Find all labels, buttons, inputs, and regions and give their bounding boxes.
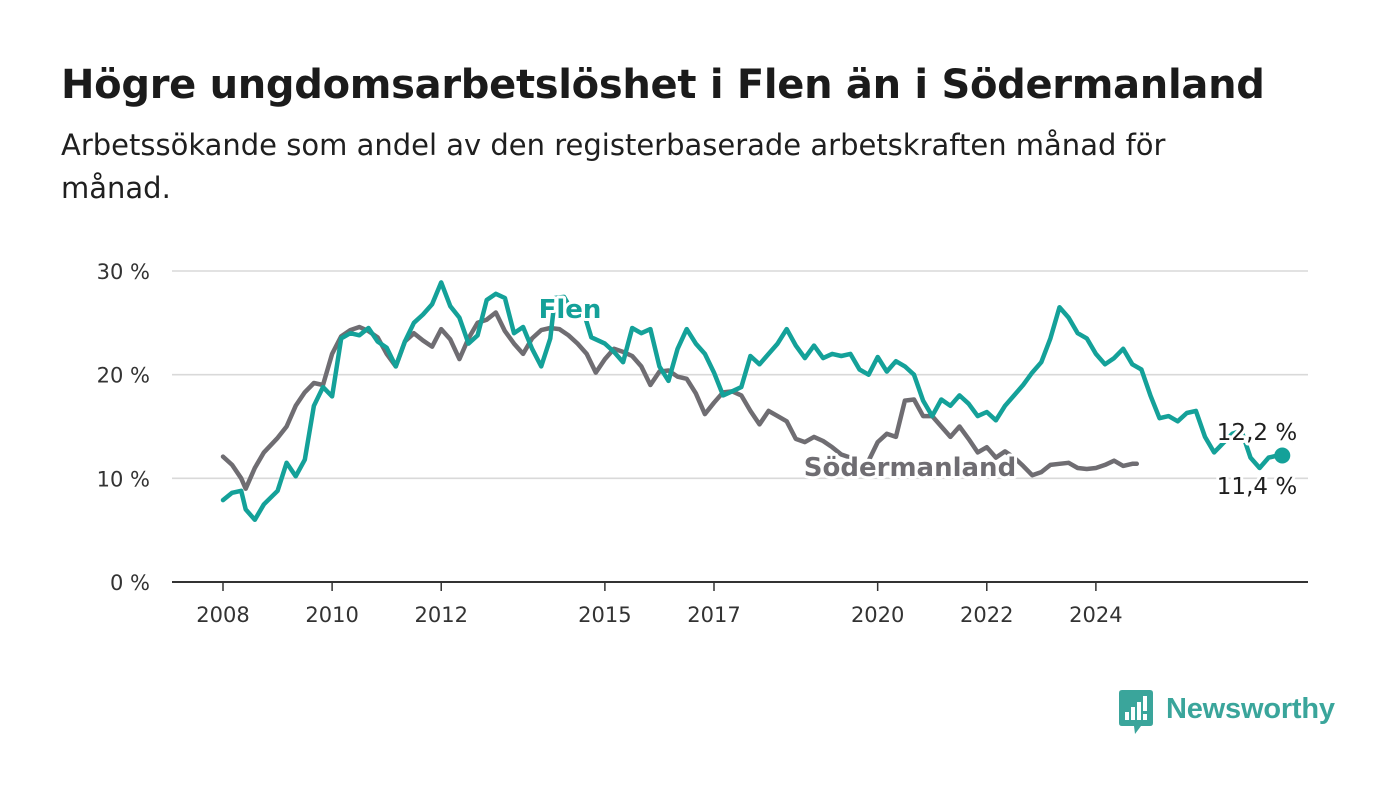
y-tick-label: 10 %	[97, 467, 150, 491]
series-label-sodermanland-halo: Södermanland	[804, 453, 1016, 483]
series-label-flen-halo: Flen	[539, 295, 602, 325]
x-tick-label: 2010	[305, 603, 358, 627]
x-tick-label: 2008	[196, 603, 249, 627]
x-tick-label: 2015	[578, 603, 631, 627]
x-axis-ticks: 2008 2010 2012 2015 2017 2020 2022 2024	[196, 582, 1123, 627]
newsworthy-chart-bubble-icon	[1119, 690, 1153, 734]
x-tick-label: 2020	[851, 603, 904, 627]
series-lines	[220, 280, 1291, 523]
end-label-flen-halo: 12,2 %	[1217, 420, 1297, 446]
flen-end-marker	[1274, 447, 1291, 464]
series-label-sodermanland: Södermanland	[804, 453, 1016, 483]
end-label-flen: 12,2 %	[1217, 420, 1297, 446]
y-tick-label: 20 %	[97, 364, 150, 388]
y-tick-label: 30 %	[97, 260, 150, 284]
y-tick-label: 0 %	[110, 571, 150, 595]
end-label-sodermanland: 11,4 %	[1217, 474, 1297, 500]
series-line-flen	[220, 280, 1285, 523]
end-label-sodermanland-halo: 11,4 %	[1217, 474, 1297, 500]
x-tick-label: 2017	[687, 603, 740, 627]
chart-subtitle: Arbetssökande som andel av den registerb…	[61, 128, 1166, 205]
y-axis-ticks: 0 % 10 % 20 % 30 %	[97, 260, 150, 595]
brand-name: Newsworthy	[1166, 692, 1335, 725]
x-tick-label: 2012	[414, 603, 467, 627]
grid-lines	[172, 270, 1308, 583]
series-label-flen: Flen	[539, 295, 602, 325]
x-tick-label: 2022	[960, 603, 1013, 627]
newsworthy-logo: Newsworthy	[1119, 690, 1335, 734]
chart-title: Högre ungdomsarbetslöshet i Flen än i Sö…	[61, 62, 1265, 108]
x-tick-label: 2024	[1069, 603, 1122, 627]
